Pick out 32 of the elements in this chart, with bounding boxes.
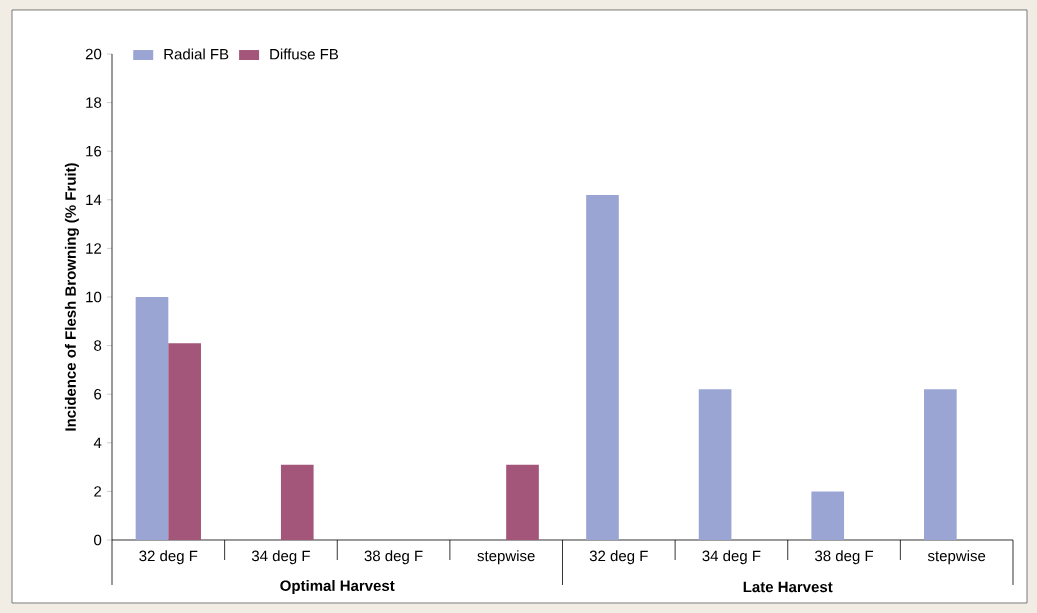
x-tick-label: 34 deg F [251,550,310,565]
y-axis-title: Incidence of Flesh Browning (% Fruit) [64,163,79,431]
x-tick-label: stepwise [927,550,986,565]
bar [506,464,539,540]
bar [280,464,314,540]
x-tick-label: 32 deg F [589,550,648,565]
bar [698,389,732,540]
text: Optimal Harvest [280,580,395,594]
y-tick-label: 4 [93,437,102,448]
y-tick-label: 0 [94,534,102,546]
x-tick-label: stepwise [477,550,535,565]
y-tick-label: 16 [86,145,102,157]
x-tick-label: 38 deg F [815,550,874,565]
y-tick-label: 12 [86,243,102,254]
y-tick-label: 14 [86,194,102,205]
bar [135,296,169,540]
legend-label: Radial FB [164,48,229,60]
x-tick-label: 38 deg F [364,550,423,565]
y-tick-label: 20 [85,48,102,60]
x-tick-label: 34 deg F [702,550,761,565]
bar [811,491,845,540]
y-tick-label: 10 [86,291,102,303]
text: Late Harvest [743,581,833,593]
y-tick-label: 8 [94,340,102,351]
x-tick-label: 32 deg F [139,550,198,565]
bar [586,194,619,540]
y-tick-label: 18 [86,97,102,108]
bar [924,389,957,540]
bar [168,343,201,540]
y-tick-label: 6 [94,388,102,400]
legend-label: Diffuse FB [270,48,339,60]
y-tick-label: 2 [94,486,102,497]
